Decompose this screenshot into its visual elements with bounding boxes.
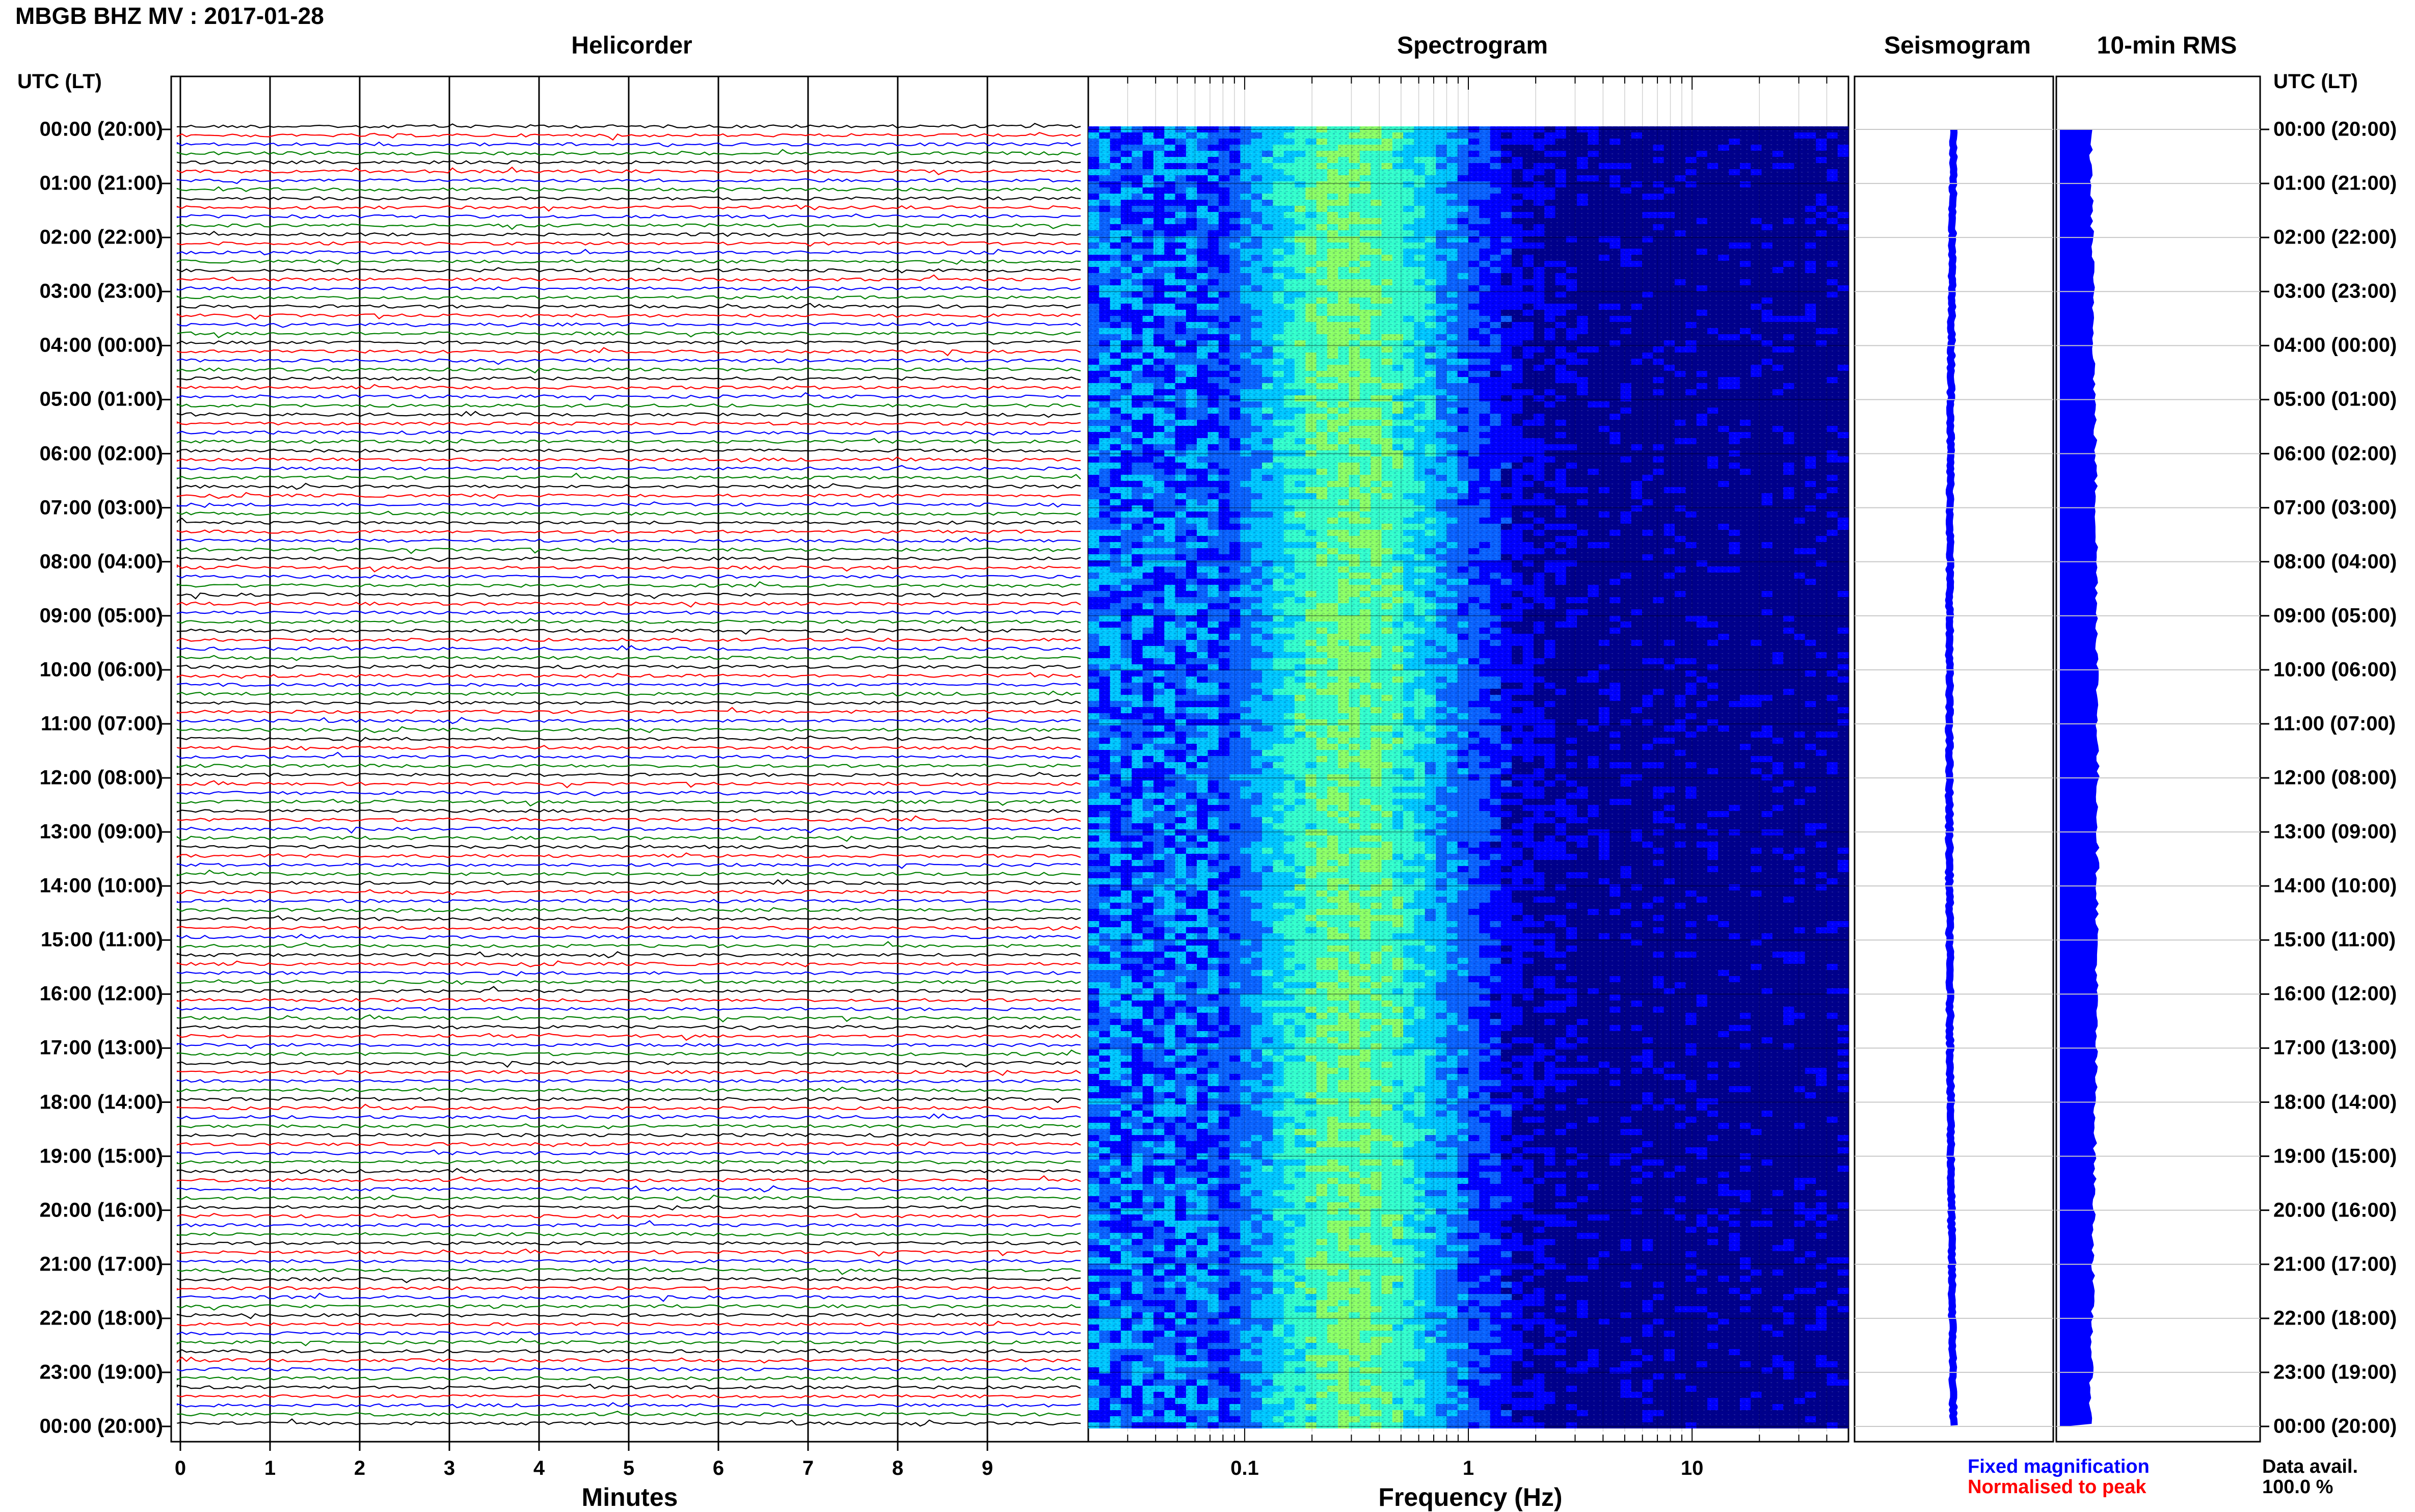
helicorder-panel <box>162 76 1088 1451</box>
helicorder-frame <box>171 76 1088 1442</box>
spectrogram-panel <box>1088 76 1849 1442</box>
